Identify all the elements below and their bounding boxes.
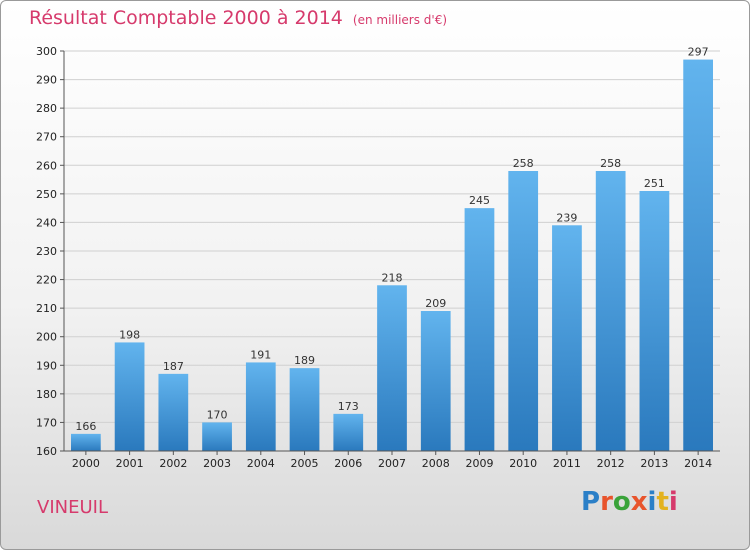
bar-2008 [420,311,451,451]
y-tick-label: 220 [36,274,57,287]
bar-2006 [333,413,364,451]
chart-unit: (en milliers d'€) [352,13,448,27]
bars: 166 198 187 170 191 189 173 218 209 245 258 239 258 2… [70,46,714,451]
data-label-2004: 191 [250,348,271,361]
data-label-2001: 198 [119,328,140,341]
logo-letter: P [581,487,601,517]
bar-2013 [639,191,670,451]
x-tick-label-2000: 2000 [72,457,100,470]
bar-2007 [377,285,407,451]
logo-letter: x [630,487,648,517]
bar-2001 [114,342,145,451]
bar-2005 [289,368,320,451]
bar-2002 [158,373,189,451]
y-tick-label: 250 [36,188,57,201]
bar-2014 [683,59,714,451]
data-label-2007: 218 [382,271,403,284]
bar-2009 [464,208,495,451]
y-axis: 160 170 180 190 200 210 220 230 240 250 260 270 280 2… [36,45,65,458]
x-tick-label-2012: 2012 [597,457,625,470]
bar-2000 [70,433,101,451]
logo-letter: i [668,487,678,517]
x-tick-label-2008: 2008 [422,457,450,470]
commune-name: VINEUIL [37,497,108,518]
y-tick-label: 280 [36,102,57,115]
bar-2003 [202,422,232,451]
bar-2012 [595,171,626,451]
y-tick-label: 200 [36,331,57,344]
x-tick-label-2013: 2013 [640,457,668,470]
y-tick-label: 210 [36,302,57,315]
x-tick-label-2001: 2001 [116,457,144,470]
data-label-2014: 297 [688,46,709,59]
x-tick-label-2005: 2005 [291,457,319,470]
data-label-2008: 209 [425,297,446,310]
y-tick-label: 240 [36,216,57,229]
data-label-2013: 251 [644,177,665,190]
data-label-2000: 166 [75,420,96,433]
bar-2004 [245,362,276,451]
logo-letter: t [656,487,669,517]
proxiti-logo: Proxiti [581,487,678,517]
x-tick-label-2007: 2007 [378,457,406,470]
data-label-2012: 258 [600,157,621,170]
x-tick-label-2002: 2002 [159,457,187,470]
data-label-2006: 173 [338,400,359,413]
y-tick-label: 300 [36,45,57,58]
y-tick-label: 180 [36,388,57,401]
data-label-2003: 170 [207,408,228,421]
x-tick-label-2006: 2006 [334,457,362,470]
data-label-2005: 189 [294,354,315,367]
logo-letter: r [600,487,613,517]
chart-title-text: Résultat Comptable 2000 à 2014 [29,7,343,29]
chart-title: Résultat Comptable 2000 à 2014 (en millie… [29,7,447,29]
logo-letter: o [612,487,631,517]
y-tick-label: 270 [36,131,57,144]
x-tick-label-2010: 2010 [509,457,537,470]
y-tick-label: 170 [36,416,57,429]
x-tick-label-2004: 2004 [247,457,275,470]
logo-letter: i [647,487,657,517]
data-label-2009: 245 [469,194,490,207]
y-tick-label: 190 [36,359,57,372]
x-tick-label-2009: 2009 [465,457,493,470]
data-label-2010: 258 [513,157,534,170]
y-tick-label: 260 [36,159,57,172]
bar-2010 [508,171,539,451]
bar-2011 [552,225,582,451]
data-label-2002: 187 [163,360,184,373]
y-tick-label: 290 [36,74,57,87]
data-label-2011: 239 [556,211,577,224]
y-tick-label: 230 [36,245,57,258]
x-tick-label-2003: 2003 [203,457,231,470]
x-tick-label-2011: 2011 [553,457,581,470]
x-axis: 2000 2001 2002 2003 2004 2005 2006 2007 2008 2009… [64,450,720,470]
x-tick-label-2014: 2014 [684,457,712,470]
y-tick-label: 160 [36,445,57,458]
